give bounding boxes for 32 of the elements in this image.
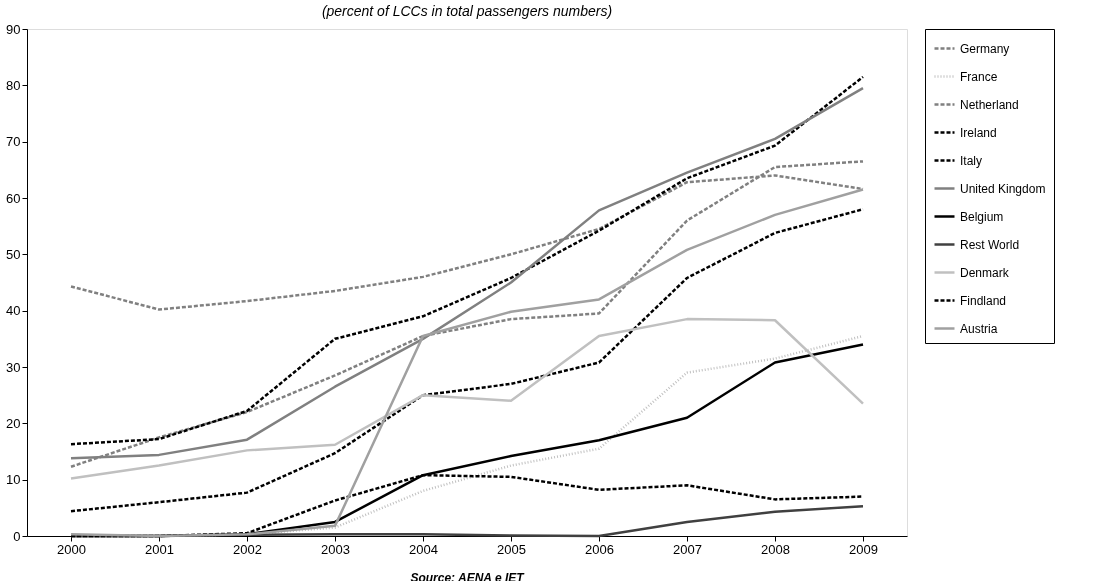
chart-title: (percent of LCCs in total passengers numbers) bbox=[321, 3, 613, 19]
x-tick-label: 2004 bbox=[409, 541, 438, 557]
y-tick-label: 20 bbox=[6, 415, 21, 431]
x-tick-label: 2006 bbox=[585, 541, 614, 557]
y-tick-label: 30 bbox=[6, 359, 21, 375]
legend-label: Italy bbox=[960, 153, 983, 168]
x-tick-label: 2009 bbox=[849, 541, 878, 557]
legend-label: Germany bbox=[960, 41, 1010, 56]
y-tick-label: 60 bbox=[6, 190, 21, 206]
y-tick-label: 70 bbox=[6, 134, 21, 150]
x-tick-label: 2000 bbox=[57, 541, 86, 557]
legend-label: United Kingdom bbox=[960, 181, 1046, 196]
x-tick-label: 2005 bbox=[497, 541, 526, 557]
y-tick-label: 40 bbox=[6, 303, 21, 319]
legend-label: Findland bbox=[960, 293, 1007, 308]
legend-label: Denmark bbox=[960, 265, 1010, 280]
legend-label: Netherland bbox=[960, 97, 1019, 112]
x-tick-label: 2001 bbox=[145, 541, 174, 557]
x-tick-label: 2007 bbox=[673, 541, 702, 557]
y-tick-label: 0 bbox=[13, 528, 21, 544]
x-tick-label: 2008 bbox=[761, 541, 790, 557]
legend-label: Austria bbox=[960, 321, 998, 336]
legend-label: Rest World bbox=[960, 237, 1020, 252]
y-tick-label: 80 bbox=[6, 77, 21, 93]
legend-label: France bbox=[960, 69, 998, 84]
y-tick-label: 90 bbox=[6, 21, 21, 37]
legend-label: Ireland bbox=[960, 125, 997, 140]
x-tick-label: 2002 bbox=[233, 541, 262, 557]
legend-label: Belgium bbox=[960, 209, 1004, 224]
y-tick-label: 50 bbox=[6, 246, 21, 262]
y-tick-label: 10 bbox=[6, 472, 21, 488]
x-tick-label: 2003 bbox=[321, 541, 350, 557]
